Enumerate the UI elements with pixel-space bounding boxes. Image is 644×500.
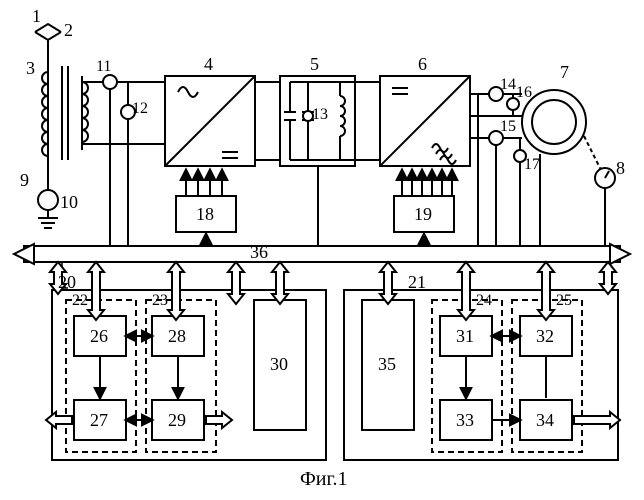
label-17: 17 xyxy=(524,156,540,174)
label-14: 14 xyxy=(500,76,516,94)
label-19: 19 xyxy=(414,204,432,225)
label-25: 25 xyxy=(556,292,572,310)
label-12: 12 xyxy=(132,100,148,118)
sensor-11-icon xyxy=(103,75,117,89)
label-18: 18 xyxy=(196,204,214,225)
label-20: 20 xyxy=(58,272,76,293)
label-1: 1 xyxy=(32,6,41,27)
figure-caption: Фиг.1 xyxy=(300,468,347,491)
label-33: 33 xyxy=(456,410,474,431)
label-9: 9 xyxy=(20,170,29,191)
label-21: 21 xyxy=(408,272,426,293)
label-4: 4 xyxy=(204,54,213,75)
label-27: 27 xyxy=(90,410,108,431)
label-8: 8 xyxy=(616,158,625,179)
label-11: 11 xyxy=(96,58,111,76)
label-22: 22 xyxy=(72,292,88,310)
label-31: 31 xyxy=(456,326,474,347)
label-15: 15 xyxy=(500,118,516,136)
label-30: 30 xyxy=(270,354,288,375)
label-13: 13 xyxy=(312,106,328,124)
label-29: 29 xyxy=(168,410,186,431)
label-28: 28 xyxy=(168,326,186,347)
label-35: 35 xyxy=(378,354,396,375)
label-36: 36 xyxy=(250,242,268,263)
wheel-icon xyxy=(38,190,58,210)
label-23: 23 xyxy=(152,292,168,310)
label-26: 26 xyxy=(90,326,108,347)
label-2: 2 xyxy=(64,20,73,41)
transformer-icon xyxy=(42,66,88,160)
label-3: 3 xyxy=(26,58,35,79)
label-7: 7 xyxy=(560,62,569,83)
label-32: 32 xyxy=(536,326,554,347)
label-6: 6 xyxy=(418,54,427,75)
label-16: 16 xyxy=(516,84,532,102)
label-34: 34 xyxy=(536,410,554,431)
label-5: 5 xyxy=(310,54,319,75)
data-bus xyxy=(14,244,630,264)
label-24: 24 xyxy=(476,292,492,310)
label-10: 10 xyxy=(60,192,78,213)
